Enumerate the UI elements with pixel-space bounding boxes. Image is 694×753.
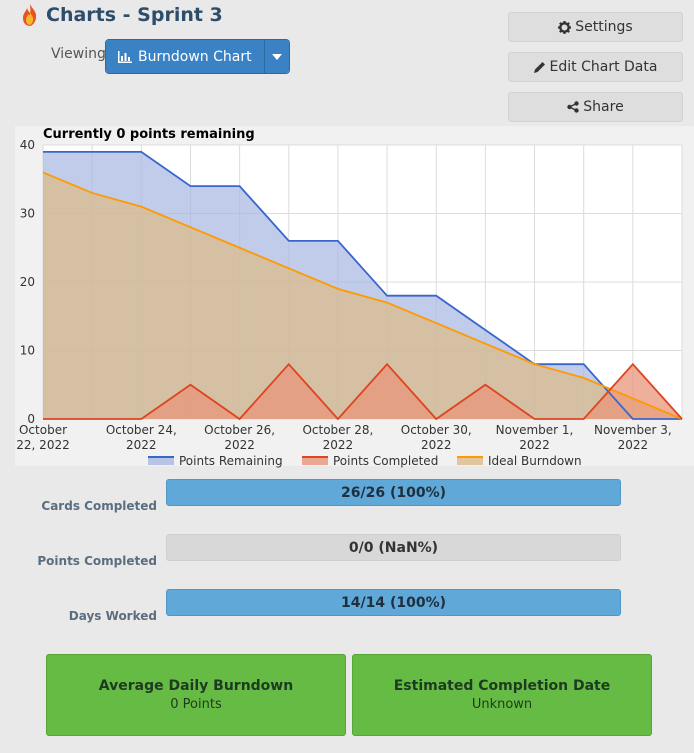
legend-swatch (148, 457, 174, 465)
chart-title: Currently 0 points remaining (43, 127, 255, 142)
flame-icon (23, 4, 37, 26)
y-tick-label: 30 (20, 207, 35, 221)
x-tick-label: October 30, 2022 (401, 423, 472, 452)
dropdown-toggle[interactable] (263, 40, 289, 73)
share-label: Share (583, 99, 624, 115)
burndown-chart: 0 10 20 30 40 October 22, 2022 October 24, 2022 O… (16, 138, 683, 468)
settings-label: Settings (575, 19, 633, 35)
points-completed-bar: 0/0 (NaN%) (166, 534, 621, 561)
bar-chart-icon (118, 50, 132, 63)
burndown-chart-button[interactable]: Burndown Chart (106, 40, 264, 73)
x-tick-label: November 1, 2022 (496, 423, 574, 452)
y-tick-label: 40 (20, 138, 35, 152)
days-worked-bar: 14/14 (100%) (166, 589, 621, 616)
points-completed-label: Points Completed (37, 554, 157, 568)
y-tick-label: 10 (20, 344, 35, 358)
series-line (43, 150, 682, 420)
x-tick-label: October 24, 2022 (106, 423, 177, 452)
page-header: Charts - Sprint 3 (20, 3, 223, 27)
estimated-completion-value: Unknown (471, 697, 533, 712)
average-daily-burndown-value: 0 Points (170, 697, 222, 712)
legend-swatch (302, 457, 328, 465)
edit-chart-data-button[interactable]: Edit Chart Data (508, 52, 683, 82)
viewing-label: Viewing (51, 46, 106, 62)
legend-label: Points Remaining (179, 454, 283, 468)
estimated-completion-card: Estimated Completion Date Unknown (352, 654, 652, 736)
average-daily-burndown-card: Average Daily Burndown 0 Points (46, 654, 346, 736)
legend-label: Ideal Burndown (488, 454, 582, 468)
average-daily-burndown-title: Average Daily Burndown (98, 678, 294, 694)
caret-down-icon (271, 53, 282, 60)
legend-swatch (457, 457, 483, 465)
series-line (43, 362, 683, 421)
share-icon (567, 101, 579, 113)
cards-completed-label: Cards Completed (41, 499, 157, 513)
series-line (42, 171, 683, 420)
burndown-chart-label: Burndown Chart (138, 48, 252, 65)
chart-type-dropdown[interactable]: Burndown Chart (105, 39, 290, 74)
edit-chart-data-label: Edit Chart Data (549, 59, 658, 75)
y-tick-label: 20 (20, 275, 35, 289)
gear-icon (558, 20, 572, 34)
x-tick-label: October 26, 2022 (204, 423, 275, 452)
share-button[interactable]: Share (508, 92, 683, 122)
pencil-icon (533, 62, 545, 73)
y-tick-label: 0 (27, 412, 35, 426)
page-title: Charts - Sprint 3 (46, 4, 223, 26)
x-tick-label: October 28, 2022 (302, 423, 373, 452)
estimated-completion-title: Estimated Completion Date (393, 678, 611, 694)
x-tick-label: November 3, 2022 (594, 423, 672, 452)
legend-label: Points Completed (333, 454, 438, 468)
days-worked-label: Days Worked (68, 609, 157, 623)
cards-completed-bar: 26/26 (100%) (166, 479, 621, 506)
x-tick-label: October 22, 2022 (16, 423, 69, 452)
settings-button[interactable]: Settings (508, 12, 683, 42)
